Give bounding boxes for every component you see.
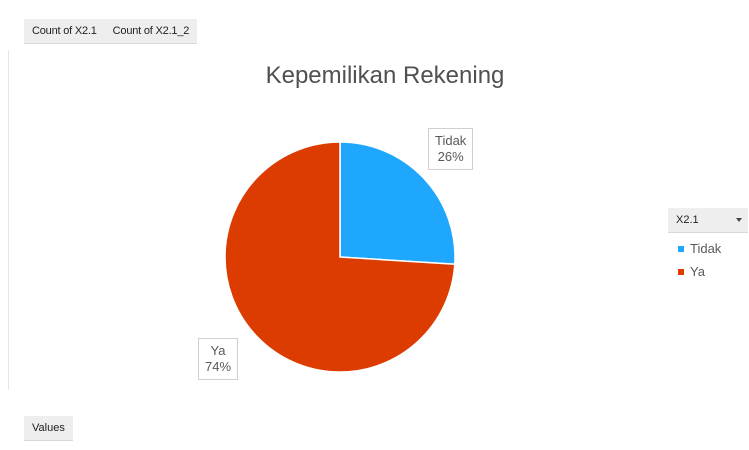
chevron-down-icon	[736, 218, 742, 222]
pie-slice-tidak[interactable]	[339, 141, 456, 266]
data-label-tidak-category: Tidak	[435, 133, 467, 148]
legend-swatch-ya	[678, 268, 684, 275]
data-label-ya-category: Ya	[210, 343, 226, 358]
legend-label-tidak: Tidak	[690, 241, 722, 256]
field-button-count-x2-1[interactable]: Count of X2.1	[32, 25, 97, 37]
legend-field-filter-button[interactable]: X2.1	[668, 208, 748, 233]
legend-item-ya: Ya	[678, 264, 748, 279]
data-label-tidak: Tidak 26%	[428, 128, 474, 170]
data-label-tidak-value: 26%	[437, 149, 464, 164]
legend-item-tidak: Tidak	[678, 241, 748, 256]
legend: X2.1 Tidak Ya	[668, 208, 748, 279]
legend-field-label: X2.1	[676, 214, 699, 226]
chart-area-border	[8, 50, 9, 390]
data-label-ya: Ya 74%	[198, 338, 239, 380]
chart-title: Kepemilikan Rekening	[265, 62, 505, 89]
pie-slice-ya[interactable]	[224, 141, 456, 373]
legend-swatch-tidak	[678, 245, 684, 252]
field-button-count-x2-1-2[interactable]: Count of X2.1_2	[112, 25, 190, 37]
legend-label-ya: Ya	[690, 264, 705, 279]
pivot-value-field-buttons: Count of X2.1 Count of X2.1_2	[24, 19, 198, 44]
data-label-ya-value: 74%	[205, 359, 232, 374]
pivot-values-button[interactable]: Values	[24, 416, 73, 441]
